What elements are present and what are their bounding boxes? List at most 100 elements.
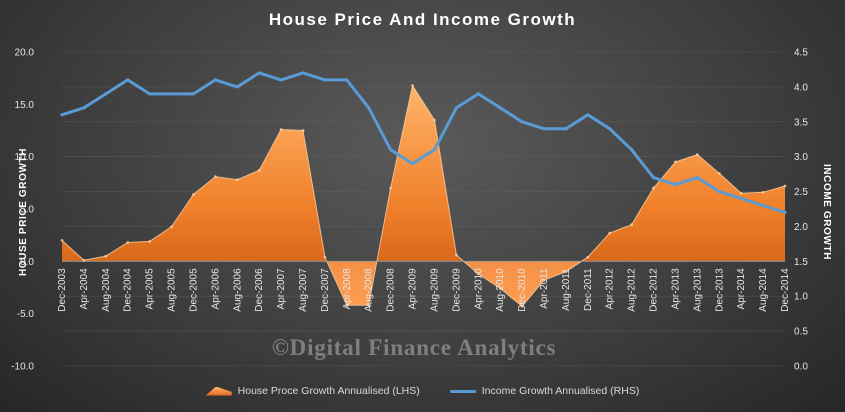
y-left-tick-label: 20.0 (15, 48, 35, 59)
x-tick-label: Aug-2004 (101, 268, 112, 312)
house-price-point (761, 190, 765, 194)
income-growth-point (673, 182, 678, 187)
y-right-tick-label: 4.0 (794, 82, 808, 93)
income-growth-point (60, 113, 64, 117)
income-growth-point (104, 92, 108, 96)
house-price-point (586, 255, 590, 259)
house-price-area-positive (62, 85, 785, 262)
y-left-tick-label: 0.0 (20, 257, 34, 268)
house-price-point (301, 129, 305, 132)
y-right-axis-title: INCOME GROWTH (821, 164, 832, 260)
x-tick-label: Aug-2010 (495, 268, 506, 312)
y-right-tick-label: 3.0 (794, 152, 808, 163)
y-left-tick-label: 5.0 (20, 205, 34, 216)
y-right-tick-label: 0.5 (794, 327, 808, 338)
house-price-point (104, 254, 108, 258)
income-growth-point (389, 148, 393, 152)
income-growth-point (651, 176, 656, 180)
y-right-tick-label: 1.0 (794, 292, 808, 303)
legend-label-income: Income Growth Annualised (RHS) (481, 385, 640, 397)
x-tick-label: Apr-2007 (276, 268, 287, 310)
y-left-tick-label: 15.0 (15, 100, 35, 111)
income-growth-point (564, 127, 568, 131)
x-tick-label: Aug-2006 (232, 268, 243, 312)
income-growth-point (191, 92, 196, 96)
income-growth-point (213, 78, 217, 82)
x-tick-label: Aug-2011 (561, 268, 572, 311)
x-tick-label: Dec-2010 (517, 268, 528, 312)
income-growth-point (783, 210, 787, 215)
income-growth-point (454, 106, 458, 110)
income-growth-point (476, 92, 480, 96)
x-tick-label: Apr-2006 (210, 268, 221, 310)
y-right-tick-label: 0.0 (794, 362, 808, 373)
x-tick-label: Dec-2006 (254, 268, 265, 312)
y-right-tick-label: 1.5 (794, 257, 808, 268)
income-growth-point (586, 113, 590, 117)
legend-item-house-price[interactable]: House Proce Growth Annualised (LHS) (205, 385, 420, 397)
house-price-point (279, 128, 283, 131)
house-price-point (126, 241, 130, 244)
income-growth-point (148, 92, 152, 96)
house-price-point (433, 118, 436, 122)
y-left-tick-label: -5.0 (17, 309, 35, 320)
y-left-tick-label: -10.0 (11, 362, 34, 373)
income-growth-point (82, 106, 86, 110)
house-price-point (695, 153, 699, 156)
house-price-point (454, 253, 458, 257)
house-price-point (476, 272, 480, 276)
house-price-point (520, 304, 524, 308)
house-price-point (674, 160, 677, 164)
house-price-point (630, 223, 634, 227)
income-growth-point (279, 78, 283, 82)
x-tick-label: Aug-2007 (298, 268, 309, 312)
house-price-point (564, 270, 568, 274)
income-growth-point (323, 78, 327, 82)
income-growth-point (367, 106, 371, 110)
x-tick-label: Apr-2005 (145, 268, 156, 310)
y-right-tick-label: 2.5 (794, 187, 808, 198)
house-price-point (170, 225, 173, 229)
area-swatch-icon (205, 386, 232, 396)
x-tick-label: Aug-2009 (429, 268, 440, 312)
house-price-point (411, 84, 414, 87)
x-tick-label: Aug-2012 (627, 268, 638, 312)
house-price-point (542, 278, 546, 282)
x-tick-label: Dec-2012 (649, 268, 660, 312)
house-price-point (60, 239, 64, 242)
house-price-point (367, 303, 371, 307)
y-left-tick-label: 10.0 (15, 152, 35, 163)
chart-title: House Price And Income Growth (268, 10, 577, 29)
legend-item-income[interactable]: Income Growth Annualised (RHS) (449, 385, 640, 397)
income-growth-point (520, 120, 524, 124)
house-price-point (192, 192, 195, 196)
income-growth-point (257, 71, 261, 75)
y-right-tick-label: 2.0 (794, 222, 808, 233)
house-price-point (608, 231, 612, 235)
x-tick-label: Dec-2003 (57, 268, 68, 312)
income-growth-point (235, 85, 239, 89)
income-growth-point (542, 127, 546, 131)
legend-label-house-price: House Proce Growth Annualised (LHS) (237, 385, 420, 397)
x-tick-label: Dec-2007 (320, 268, 331, 312)
x-tick-label: Dec-2008 (386, 268, 397, 312)
house-price-point (389, 186, 393, 190)
x-tick-label: Apr-2014 (736, 268, 747, 310)
house-price-area-negative (326, 261, 582, 307)
x-tick-label: Apr-2011 (539, 268, 550, 309)
x-tick-label: Apr-2013 (670, 268, 681, 310)
x-tick-label: Dec-2013 (714, 268, 725, 312)
x-tick-label: Apr-2008 (342, 268, 353, 310)
income-growth-point (301, 71, 305, 75)
y-left-axis-title: HOUSE PRICE GROWTH (18, 148, 29, 276)
x-tick-label: Dec-2004 (123, 268, 134, 312)
income-growth-point (498, 106, 502, 110)
x-tick-label: Dec-2009 (451, 268, 462, 312)
x-tick-label: Aug-2013 (692, 268, 703, 312)
x-tick-label: Apr-2004 (79, 268, 90, 310)
line-swatch-icon (449, 389, 476, 393)
house-price-point (345, 303, 349, 307)
house-price-area-edge (61, 84, 786, 307)
income-growth-point (695, 176, 699, 180)
income-growth-point (432, 148, 437, 152)
